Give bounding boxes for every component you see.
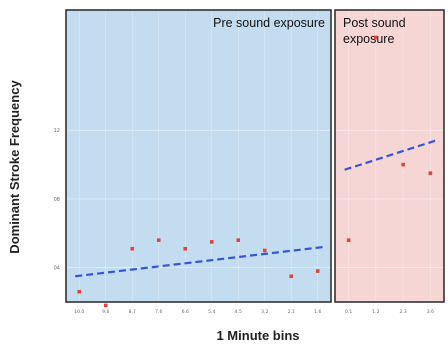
panel-pre-background [65, 9, 332, 303]
data-point [156, 238, 161, 242]
x-tick-label: 9.6 [102, 309, 109, 315]
y-axis-label: Dominant Stroke Frequency [7, 80, 22, 254]
marks-layer: 04 08 12 10.0 9.6 8.7 7.6 6.6 5.4 4.5 3.2 2.1 1.6 0.1… [54, 35, 437, 315]
panel-pre: Pre sound exposure [65, 9, 332, 303]
x-tick-label: 3.2 [261, 309, 268, 315]
x-tick-label: 8.7 [129, 309, 136, 315]
trend-line-pre [75, 245, 324, 278]
y-tick-label: 12 [54, 128, 60, 134]
x-tick-label: 1.6 [314, 309, 321, 315]
data-point [289, 274, 294, 279]
data-point [428, 171, 433, 175]
panels-layer: Pre sound exposure Post sound exposure [65, 9, 445, 303]
x-tick-label: 10.0 [74, 309, 84, 315]
data-point [103, 303, 108, 308]
data-point [236, 238, 241, 242]
x-tick-label: 6.6 [182, 309, 189, 315]
data-point [209, 240, 214, 244]
data-point [346, 238, 351, 242]
trend-line-post [344, 139, 437, 171]
data-point [374, 35, 378, 40]
x-tick-label: 3.6 [427, 309, 434, 315]
x-tick-label: 2.3 [400, 309, 407, 315]
data-point [130, 246, 135, 251]
panel-pre-title: Pre sound exposure [213, 16, 325, 30]
x-tick-label: 4.5 [235, 309, 242, 315]
data-point [262, 248, 267, 253]
x-tick-label: 2.1 [288, 309, 295, 315]
x-axis-label: 1 Minute bins [216, 328, 299, 343]
panel-post-title: exposure [343, 32, 394, 46]
y-tick-label: 08 [54, 197, 60, 203]
x-tick-label: 5.4 [208, 309, 215, 315]
data-point [401, 162, 405, 167]
x-tick-label: 1.2 [372, 309, 379, 315]
data-point [77, 289, 82, 294]
panel-post-title: Post sound [343, 16, 406, 30]
x-tick-label: 7.6 [155, 309, 162, 315]
x-tick-label: 0.1 [345, 309, 352, 315]
y-tick-label: 04 [54, 266, 60, 272]
data-point [183, 246, 188, 251]
data-point [315, 269, 320, 273]
